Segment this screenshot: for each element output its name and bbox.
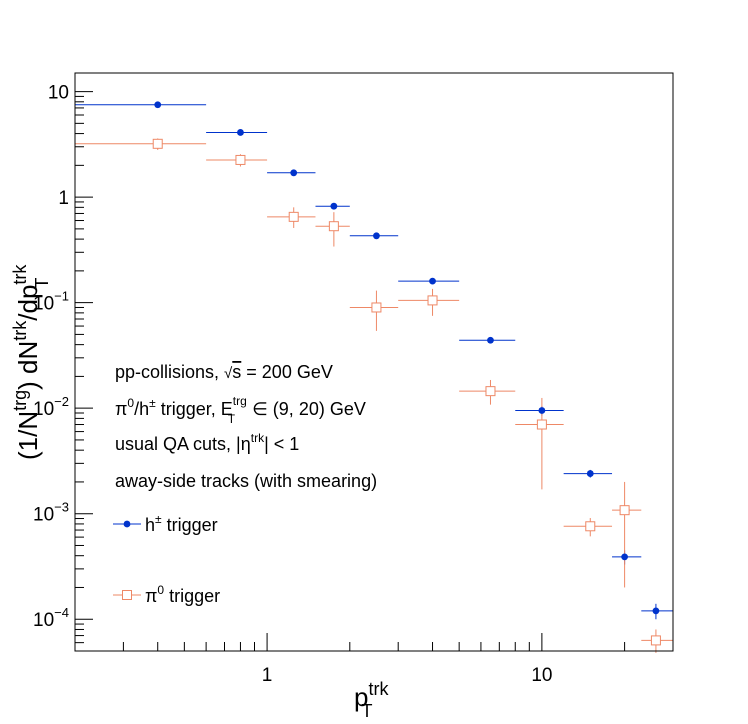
data-point-h-trigger bbox=[429, 277, 436, 285]
data-point-h-trigger bbox=[652, 607, 660, 615]
y-tick-label: 10−1 bbox=[33, 289, 69, 315]
y-tick-label: 10−4 bbox=[33, 605, 69, 631]
data-point-pi0-trigger bbox=[427, 295, 438, 306]
data-point-pi0-trigger bbox=[152, 138, 163, 149]
x-tick-label: 1 bbox=[262, 665, 273, 686]
data-point-pi0-trigger bbox=[485, 386, 496, 397]
legend: h± trigger π0 trigger bbox=[113, 512, 220, 606]
y-tick-label: 1 bbox=[58, 188, 69, 209]
plot-frame bbox=[74, 72, 674, 652]
data-point-h-trigger bbox=[290, 169, 298, 177]
data-point-pi0-trigger bbox=[585, 521, 596, 532]
data-point-h-trigger bbox=[237, 129, 244, 136]
data-point-pi0-trigger bbox=[650, 635, 661, 646]
data-point-h-trigger bbox=[487, 336, 494, 344]
annotation-qa-cuts: usual QA cuts, |ηtrk| < 1 bbox=[115, 431, 299, 454]
x-axis-title-sup: trk bbox=[368, 679, 389, 699]
data-point-pi0-trigger bbox=[328, 221, 339, 232]
y-tick-label: 10−2 bbox=[33, 394, 69, 420]
legend-marker-h-trigger bbox=[123, 520, 131, 528]
legend-entry-pi0-trigger: π0 trigger bbox=[113, 583, 220, 606]
y-tick-label: 10−3 bbox=[33, 500, 69, 526]
tick-labels-layer: 10 1 10−1 10−2 10−3 10−4 1 10 bbox=[33, 83, 552, 686]
ticks-layer bbox=[74, 91, 674, 652]
data-point-h-trigger bbox=[538, 407, 546, 414]
legend-entry-h-trigger: h± trigger bbox=[113, 512, 218, 535]
y-tick-label: 10 bbox=[48, 83, 69, 104]
legend-marker-pi0-trigger bbox=[122, 590, 132, 600]
data-point-pi0-trigger bbox=[536, 419, 547, 430]
data-point-h-trigger bbox=[621, 553, 629, 561]
data-point-h-trigger bbox=[154, 101, 162, 109]
annotation-collision: pp-collisions, √s = 200 GeV bbox=[115, 362, 333, 382]
annotation-away-side: away-side tracks (with smearing) bbox=[115, 471, 377, 491]
legend-label-pi0-trigger: π0 trigger bbox=[145, 583, 220, 606]
x-axis-title: ptrk T bbox=[354, 679, 389, 721]
data-point-pi0-trigger bbox=[288, 211, 299, 222]
markers-layer bbox=[152, 101, 661, 646]
data-point-h-trigger bbox=[586, 470, 594, 477]
data-point-pi0-trigger bbox=[235, 154, 246, 165]
data-point-h-trigger bbox=[373, 232, 380, 240]
x-tick-label: 10 bbox=[531, 665, 552, 686]
x-axis-title-sub: T bbox=[361, 701, 372, 721]
legend-label-h-trigger: h± trigger bbox=[145, 512, 218, 535]
data-point-pi0-trigger bbox=[619, 505, 630, 516]
x-axis-title-main: p bbox=[354, 682, 368, 712]
data-point-pi0-trigger bbox=[371, 302, 382, 313]
data-point-h-trigger bbox=[330, 202, 338, 210]
